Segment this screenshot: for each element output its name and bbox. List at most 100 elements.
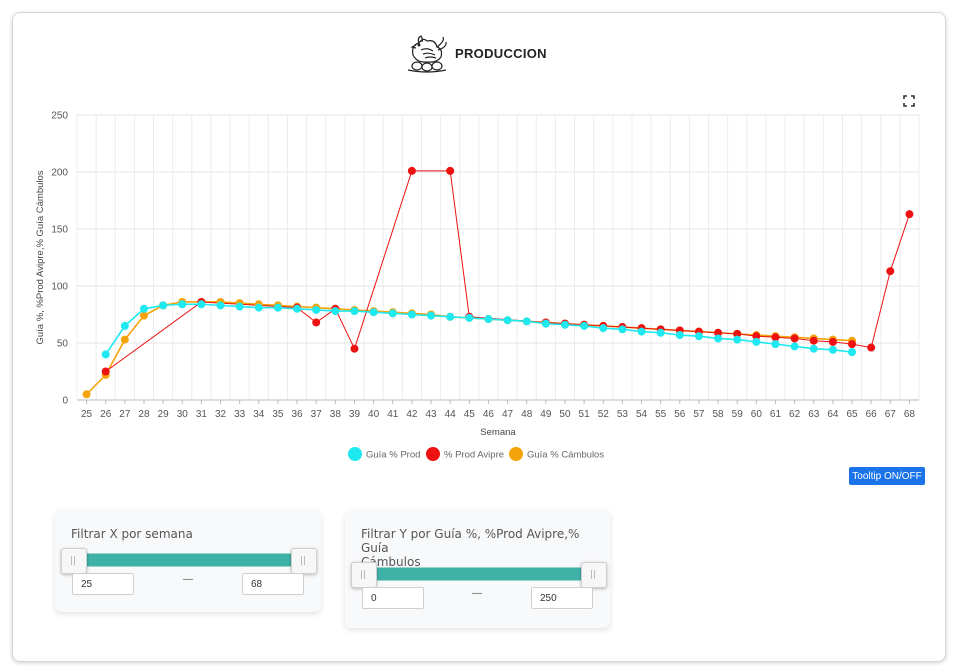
data-point	[809, 344, 818, 353]
data-point	[446, 312, 455, 321]
data-point	[733, 335, 742, 344]
x-tick-label: 27	[119, 409, 131, 420]
x-tick-label: 66	[866, 409, 878, 420]
data-point	[312, 305, 321, 314]
data-point	[599, 324, 608, 333]
x-tick-label: 25	[81, 409, 93, 420]
data-point	[656, 328, 665, 337]
data-point	[350, 307, 359, 316]
filter-x-min-input[interactable]	[72, 573, 134, 595]
data-point	[828, 337, 837, 346]
y-tick-label: 250	[51, 111, 68, 122]
y-tick-label: 50	[57, 339, 69, 350]
x-tick-label: 26	[100, 409, 112, 420]
data-point	[790, 334, 799, 343]
y-axis-title: Guía %, %Prod Avipre,% Guía Cámbulos	[35, 170, 46, 344]
data-point	[446, 166, 455, 175]
data-point	[369, 308, 378, 317]
x-tick-label: 65	[846, 409, 858, 420]
data-point	[273, 303, 282, 312]
data-point	[771, 340, 780, 349]
data-point	[503, 316, 512, 325]
x-tick-label: 31	[196, 409, 208, 420]
data-point	[484, 315, 493, 324]
x-tick-label: 39	[349, 409, 361, 420]
x-tick-label: 56	[674, 409, 686, 420]
data-point	[159, 301, 168, 310]
data-point	[714, 334, 723, 343]
data-point	[254, 303, 263, 312]
x-tick-label: 40	[368, 409, 380, 420]
filter-x-panel: Filtrar X por semana —	[55, 510, 321, 612]
data-point	[427, 311, 436, 320]
filter-y-min-handle[interactable]	[351, 562, 377, 588]
filter-x-max-handle[interactable]	[291, 548, 317, 574]
series-line	[105, 170, 910, 372]
filter-x-separator: —	[183, 574, 193, 585]
data-point	[101, 367, 110, 376]
x-tick-label: 37	[311, 409, 323, 420]
filter-x-min-handle[interactable]	[61, 548, 87, 574]
tooltip-toggle-button[interactable]: Tooltip ON/OFF	[849, 467, 925, 485]
filter-x-slider-track[interactable]	[73, 553, 307, 567]
x-tick-label: 46	[483, 409, 495, 420]
data-point	[101, 350, 110, 359]
legend-label: Guía % Prod	[366, 450, 420, 461]
data-point	[522, 317, 531, 326]
data-point	[905, 210, 914, 219]
filter-x-max-input[interactable]	[242, 573, 304, 595]
x-tick-label: 32	[215, 409, 227, 420]
data-point	[407, 310, 416, 319]
data-point	[560, 320, 569, 329]
data-point	[293, 304, 302, 313]
filter-y-slider-track[interactable]	[363, 567, 597, 581]
data-point	[465, 313, 474, 322]
x-tick-label: 30	[177, 409, 189, 420]
filter-x-label: Filtrar X por semana	[71, 527, 193, 541]
data-point	[848, 340, 857, 349]
x-tick-label: 60	[751, 409, 763, 420]
legend-label: Guía % Cámbulos	[527, 450, 604, 461]
filter-y-separator: —	[472, 588, 482, 599]
legend-marker	[348, 447, 362, 461]
chart-header: PRODUCCION	[405, 33, 547, 73]
x-tick-label: 36	[292, 409, 304, 420]
x-tick-label: 45	[464, 409, 476, 420]
legend-marker	[426, 447, 440, 461]
filter-y-max-input[interactable]	[531, 587, 593, 609]
filter-y-label: Filtrar Y por Guía %, %Prod Avipre,% Guí…	[361, 527, 610, 569]
data-point	[388, 309, 397, 318]
x-tick-label: 43	[425, 409, 437, 420]
data-point	[541, 319, 550, 328]
hen-with-eggs-icon	[407, 35, 447, 73]
data-point	[331, 307, 340, 316]
data-point	[312, 318, 321, 327]
data-point	[694, 332, 703, 341]
x-tick-label: 47	[502, 409, 514, 420]
fullscreen-icon[interactable]	[903, 95, 915, 107]
y-tick-label: 150	[51, 225, 68, 236]
filter-y-panel: Filtrar Y por Guía %, %Prod Avipre,% Guí…	[345, 510, 610, 628]
data-point	[82, 390, 91, 399]
x-tick-label: 29	[158, 409, 170, 420]
data-point	[216, 301, 225, 310]
filter-y-min-input[interactable]	[362, 587, 424, 609]
filter-y-label-line1: Filtrar Y por Guía %, %Prod Avipre,% Guí…	[361, 527, 580, 555]
data-point	[828, 345, 837, 354]
x-tick-label: 44	[445, 409, 457, 420]
y-tick-label: 0	[62, 396, 68, 407]
x-tick-label: 68	[904, 409, 916, 420]
x-axis-title: Semana	[480, 427, 516, 438]
data-point	[618, 325, 627, 334]
data-point	[197, 300, 206, 309]
filter-y-max-handle[interactable]	[581, 562, 607, 588]
data-point	[848, 348, 857, 357]
data-point	[733, 329, 742, 338]
data-point	[120, 335, 129, 344]
data-point	[675, 331, 684, 340]
x-tick-label: 57	[693, 409, 705, 420]
page-title: PRODUCCION	[455, 45, 547, 61]
x-tick-label: 41	[387, 409, 399, 420]
data-point	[178, 300, 187, 309]
